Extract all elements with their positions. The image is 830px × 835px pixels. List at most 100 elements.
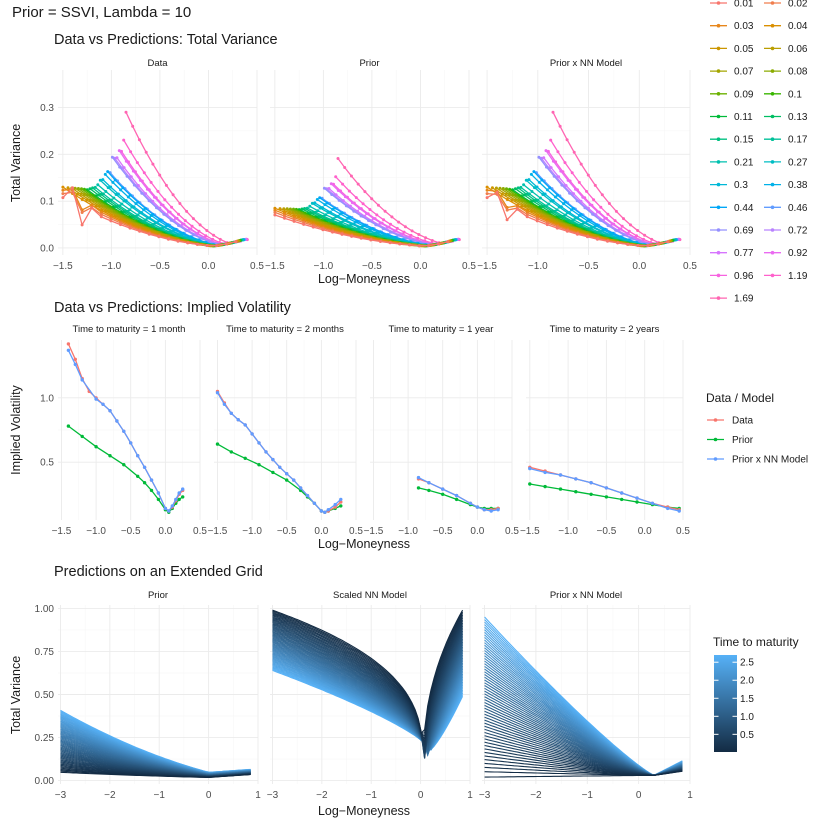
- tv-series-point: [525, 212, 529, 216]
- tv-series-point: [548, 186, 552, 190]
- tv-series-point: [142, 208, 146, 212]
- tv-series-point: [131, 169, 135, 173]
- tv-series-point: [505, 218, 509, 222]
- x-tick-label: 0.0: [632, 261, 646, 272]
- x-tick-label: −1.0: [398, 526, 418, 537]
- legend-key-point: [716, 182, 721, 187]
- tv-series-point: [365, 212, 368, 216]
- tv-series-point: [80, 223, 84, 227]
- tv-series-point: [579, 162, 583, 166]
- tv-series-point: [315, 198, 319, 201]
- tv-series-point: [593, 183, 597, 187]
- tv-series-point: [146, 216, 150, 220]
- x-tick-label: −0.5: [121, 526, 141, 537]
- facet-strip-label: Time to maturity = 2 months: [226, 324, 344, 335]
- iv-series-point-prior: [604, 495, 609, 499]
- tv-series-point: [485, 185, 489, 189]
- x-tick-label: 0: [636, 790, 642, 801]
- tv-series-point: [125, 174, 129, 178]
- tv-series-point: [138, 229, 142, 233]
- tv-series-point: [149, 214, 153, 217]
- legend-item-label-nn: Prior x NN Model: [732, 455, 808, 466]
- iv-series-point-prior: [271, 470, 275, 475]
- facet-strip-label: Data: [147, 58, 168, 69]
- tv-series-point: [334, 175, 338, 179]
- tv-series-point: [390, 215, 394, 219]
- tv-series-point: [389, 222, 392, 226]
- tv-series-point: [551, 110, 555, 114]
- legend-key-point: [713, 457, 718, 461]
- tv-series-point: [505, 198, 509, 201]
- tv-series-point: [603, 216, 607, 220]
- y-tick-label: 0.3: [40, 103, 54, 114]
- tv-series-point: [557, 205, 561, 209]
- tv-series-point: [359, 236, 363, 240]
- legend-item-label-prior: Prior: [732, 435, 754, 446]
- tv-series-point: [170, 205, 174, 209]
- legend-key-point: [770, 228, 775, 232]
- iv-series-point-nn: [80, 378, 84, 382]
- tv-series-point: [626, 242, 629, 246]
- tv-series-point: [330, 193, 334, 196]
- tv-series-point: [115, 156, 119, 160]
- tv-series-point: [525, 192, 529, 196]
- tv-series-point: [560, 183, 564, 187]
- iv-series-point-nn: [229, 411, 233, 415]
- tv-series-point: [562, 202, 565, 206]
- tv-series-point: [555, 208, 559, 212]
- tv-series-point: [105, 199, 109, 203]
- tv-series-point: [395, 226, 399, 230]
- legend-item-label-0.13: 0.13: [788, 112, 808, 123]
- tv-series-point: [551, 159, 555, 163]
- iv-series-point-nn: [215, 391, 220, 395]
- legend-key-point: [716, 160, 721, 164]
- tv-series-point: [599, 205, 603, 209]
- tv-series-point: [585, 189, 588, 193]
- x-tick-label: −0.5: [597, 526, 617, 537]
- tv-series-point: [101, 178, 105, 182]
- tv-series-point: [396, 233, 400, 237]
- legend-item-label-1.69: 1.69: [734, 294, 754, 305]
- iv-series-point-prior: [574, 490, 578, 494]
- x-tick-label: −1.0: [314, 261, 334, 272]
- tv-series-point: [515, 207, 519, 211]
- legend-item-label-0.01: 0.01: [734, 0, 754, 10]
- iv-series-point-nn: [427, 481, 431, 485]
- tv-series-point: [403, 225, 407, 229]
- tv-series-point: [356, 182, 360, 186]
- tv-series-point: [331, 207, 335, 211]
- tv-series-point: [113, 205, 117, 209]
- tv-series-point: [613, 219, 617, 223]
- iv-series-point-nn: [305, 493, 310, 498]
- iv-series-point-nn: [73, 362, 78, 367]
- tv-series-point: [90, 206, 94, 210]
- tv-series-point: [606, 212, 610, 216]
- tv-series-point: [186, 241, 190, 245]
- x-tick-label: −1.0: [102, 261, 122, 272]
- tv-series-point: [583, 206, 587, 210]
- implied-vol-chart: Data vs Predictions: Implied Volatility T…: [9, 300, 808, 551]
- tv-series-point: [142, 171, 146, 175]
- x-tick-label: −1.0: [558, 526, 578, 537]
- iv-series-point-nn: [264, 450, 268, 454]
- tv-series-point: [114, 193, 118, 196]
- iv-series-point-nn: [333, 502, 337, 507]
- tv-series-point: [300, 207, 304, 211]
- tv-series-point: [167, 210, 170, 214]
- tv-series-point: [513, 187, 517, 191]
- tv-series-point: [540, 178, 544, 182]
- tv-series-point: [214, 244, 218, 248]
- iv-series-point-nn: [677, 509, 681, 513]
- tv-series-point: [570, 208, 573, 212]
- tv-series-point: [336, 157, 340, 160]
- tv-series-point: [162, 212, 166, 216]
- tv-series-point: [169, 218, 173, 222]
- tv-series-point: [191, 217, 195, 221]
- tv-series-point: [383, 209, 387, 213]
- tv-series-point: [324, 213, 328, 217]
- tv-series-point: [591, 212, 595, 216]
- iv-series-point-nn: [528, 466, 532, 471]
- tv-series-point: [147, 232, 151, 236]
- legend-item-label-0.07: 0.07: [734, 67, 754, 78]
- iv-series-point-nn: [666, 506, 670, 511]
